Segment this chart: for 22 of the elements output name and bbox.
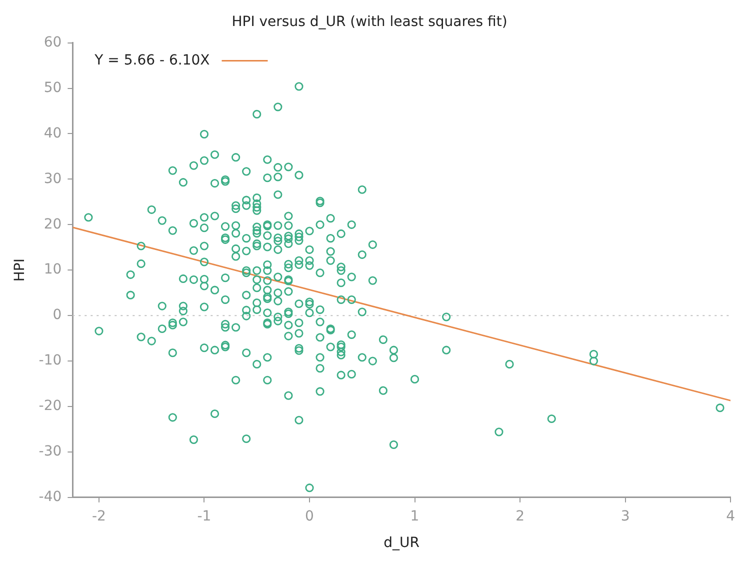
- y-tick-label: 60: [44, 34, 62, 50]
- x-tick-label: -2: [92, 508, 106, 524]
- x-tick-label: 4: [726, 508, 736, 524]
- y-tick-label: 10: [44, 262, 62, 278]
- y-tick-label: 20: [44, 216, 62, 232]
- x-tick-label: 0: [305, 508, 314, 524]
- y-tick-label: -10: [38, 352, 62, 369]
- x-tick-label: 2: [516, 508, 524, 524]
- y-tick-label: -30: [38, 444, 62, 460]
- y-tick-label: 0: [52, 307, 62, 324]
- y-tick-label: -20: [38, 398, 62, 414]
- y-tick-label: 50: [44, 80, 62, 96]
- legend-label: Y = 5.66 - 6.10X: [94, 52, 210, 68]
- x-tick-label: 3: [620, 508, 630, 524]
- x-tick-label: -1: [197, 508, 212, 524]
- x-axis-title: d_UR: [384, 535, 420, 552]
- chart-title: HPI versus d_UR (with least squares fit): [232, 14, 508, 30]
- x-tick-label: 1: [410, 508, 420, 524]
- y-tick-label: 30: [44, 170, 62, 187]
- y-axis-title: HPI: [12, 258, 28, 282]
- y-tick-label: 40: [44, 125, 62, 142]
- y-tick-label: -40: [38, 489, 62, 506]
